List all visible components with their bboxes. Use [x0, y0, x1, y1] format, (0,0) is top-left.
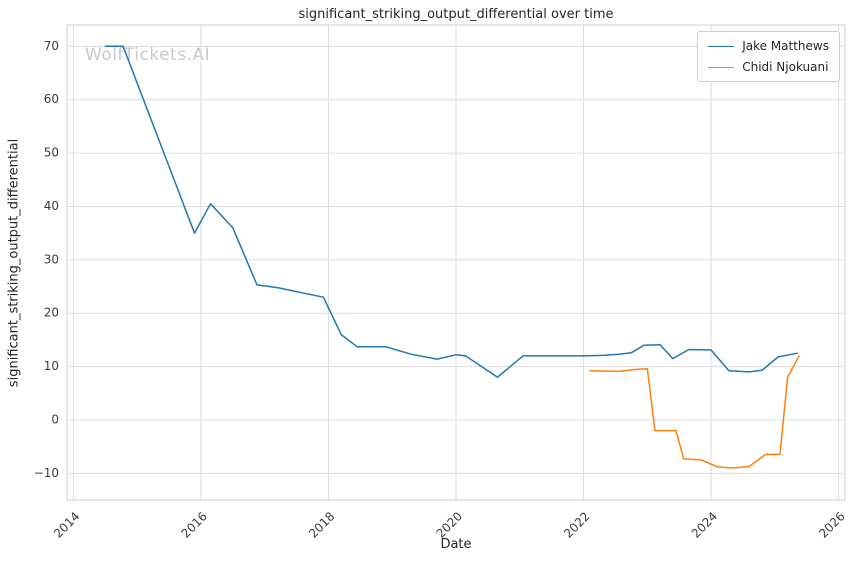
legend-line-swatch: [708, 45, 735, 47]
plot-frame: [66, 24, 846, 501]
legend: Jake Matthews Chidi Njokuani: [697, 31, 840, 82]
legend-label: Chidi Njokuani: [742, 60, 829, 74]
watermark: WolfTickets.AI: [85, 45, 211, 65]
y-tick-label: 70: [44, 39, 59, 53]
x-tick-label: 2014: [51, 509, 82, 540]
y-tick-label: 40: [44, 199, 59, 213]
legend-line-swatch: [708, 66, 735, 68]
y-tick-label: 20: [44, 306, 59, 320]
x-tick-label: 2024: [689, 509, 720, 540]
x-tick-label: 2016: [179, 509, 210, 540]
y-tick-label: 60: [44, 92, 59, 106]
y-tick-label: −10: [34, 466, 59, 480]
x-tick-label: 2022: [561, 509, 592, 540]
legend-label: Jake Matthews: [742, 39, 829, 53]
series-line-jake-matthews: [104, 45, 798, 378]
legend-entry: Chidi Njokuani: [708, 60, 829, 74]
x-axis-label: Date: [440, 537, 472, 552]
series-line-chidi-njokuani: [589, 355, 800, 469]
y-tick-label: 30: [44, 252, 59, 266]
y-tick-label: 10: [44, 359, 59, 373]
legend-entry: Jake Matthews: [708, 39, 829, 53]
y-tick-label: 50: [44, 146, 59, 160]
x-tick-label: 2020: [434, 509, 465, 540]
x-tick-label: 2018: [306, 509, 337, 540]
x-tick-label: 2026: [816, 509, 847, 540]
chart-title: significant_striking_output_differential…: [298, 7, 614, 22]
y-tick-label: 0: [51, 412, 59, 426]
